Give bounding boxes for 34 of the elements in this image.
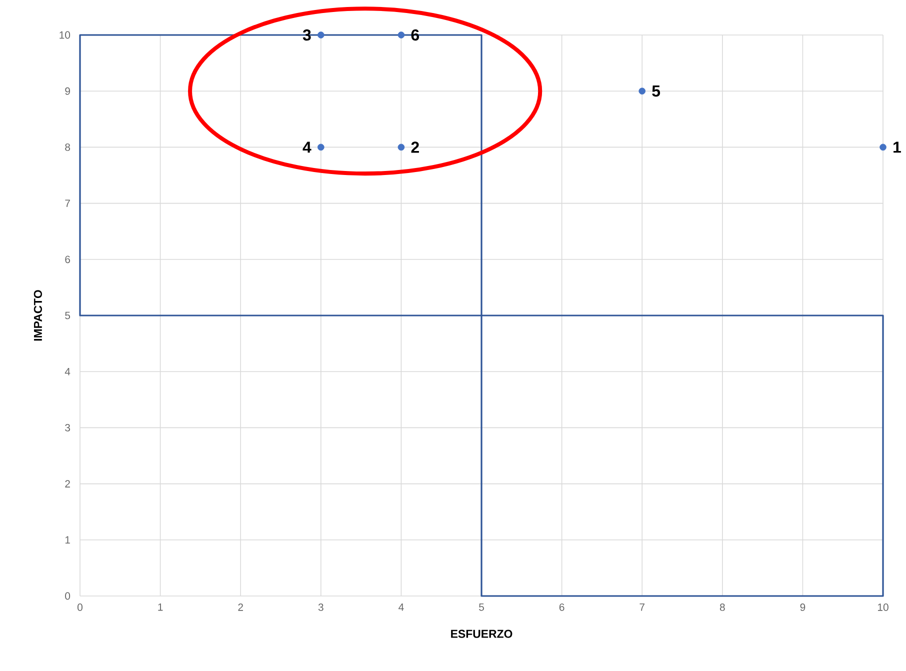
- y-tick-label: 9: [65, 87, 70, 95]
- y-tick-label: 3: [65, 424, 70, 432]
- y-tick-label: 5: [65, 312, 70, 320]
- x-tick-label: 2: [238, 604, 243, 611]
- y-tick-label: 8: [65, 144, 70, 151]
- x-tick-label: 0: [78, 604, 82, 611]
- x-tick-label: 1: [158, 604, 163, 611]
- x-tick-label: 4: [398, 604, 404, 611]
- x-tick-label: 6: [559, 604, 564, 611]
- annotation: 5: [652, 86, 660, 97]
- annotation: 2: [411, 142, 419, 153]
- x-tick-label: 7: [640, 604, 644, 611]
- annotation: 1: [894, 142, 901, 153]
- y-tick-label: 2: [65, 480, 70, 488]
- x-tick-label: 9: [800, 604, 806, 611]
- y-axis-title: IMPACTO: [34, 290, 42, 341]
- y-tick-label: 0: [65, 592, 70, 600]
- x-axis-title: ESFUERZO: [451, 630, 512, 638]
- y-tick-label: 1: [65, 536, 70, 544]
- point: [398, 32, 405, 38]
- x-tick-label: 5: [479, 604, 484, 611]
- point: [398, 144, 405, 151]
- point: [638, 88, 646, 94]
- point: [318, 32, 324, 38]
- y-tick-label: 6: [65, 256, 70, 264]
- annotation: 4: [302, 142, 312, 153]
- x-tick-label: 3: [318, 604, 324, 611]
- y-tick-label: 4: [64, 368, 70, 376]
- x-tick-label: 8: [720, 604, 725, 611]
- y-tick-label: 7: [65, 200, 70, 207]
- point: [880, 144, 886, 151]
- x-tick-label: 10: [878, 604, 888, 611]
- y-tick-label: 10: [60, 31, 70, 39]
- point: [318, 144, 324, 151]
